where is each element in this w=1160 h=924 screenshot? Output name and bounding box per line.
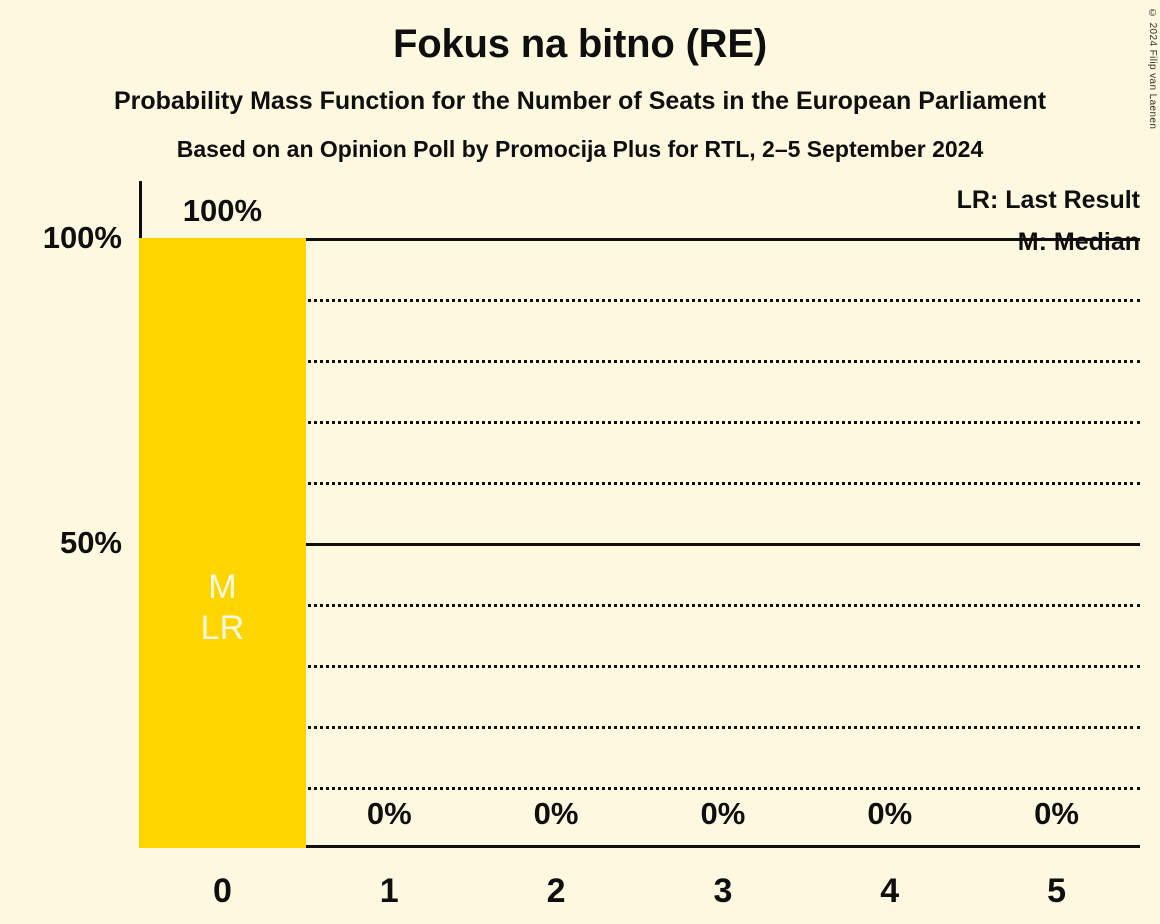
median-marker-label: M <box>208 568 237 606</box>
gridline-minor <box>139 726 1140 729</box>
gridline-major <box>139 543 1140 546</box>
x-tick-label-3: 3 <box>713 872 733 910</box>
plot-area: M LR <box>139 181 1140 848</box>
x-tick-label-4: 4 <box>880 872 900 910</box>
bar-value-label-3: 0% <box>700 796 746 831</box>
x-tick-label-1: 1 <box>379 872 399 910</box>
x-axis-line <box>139 845 1140 848</box>
legend-last-result: LR: Last Result <box>956 186 1140 214</box>
x-tick-label-5: 5 <box>1047 872 1067 910</box>
gridline-major <box>139 238 1140 241</box>
gridline-minor <box>139 360 1140 363</box>
gridline-minor <box>139 787 1140 790</box>
y-tick-label-50: 50% <box>59 525 122 560</box>
x-tick-label-0: 0 <box>212 872 232 910</box>
chart-source-subtitle: Based on an Opinion Poll by Promocija Pl… <box>176 136 984 162</box>
chart-subtitle: Probability Mass Function for the Number… <box>113 87 1047 115</box>
bar-value-label-0: 100% <box>182 193 263 228</box>
gridline-minor <box>139 482 1140 485</box>
gridline-minor <box>139 421 1140 424</box>
y-tick-label-100: 100% <box>42 220 122 255</box>
bar-value-label-5: 0% <box>1034 796 1079 831</box>
bar-seat-0: M LR <box>139 238 306 848</box>
last-result-marker-label: LR <box>200 609 245 647</box>
gridline-minor <box>139 299 1140 302</box>
bar-value-label-2: 0% <box>533 796 579 831</box>
bar-value-label-4: 0% <box>867 796 913 831</box>
x-tick-label-2: 2 <box>546 872 566 910</box>
copyright-notice: © 2024 Filip van Laenen <box>1147 8 1158 130</box>
gridline-minor <box>139 665 1140 668</box>
bar-value-label-1: 0% <box>366 796 412 831</box>
gridline-minor <box>139 604 1140 607</box>
legend-median: M: Median <box>1017 228 1140 256</box>
page-title: Fokus na bitno (RE) <box>393 22 767 66</box>
